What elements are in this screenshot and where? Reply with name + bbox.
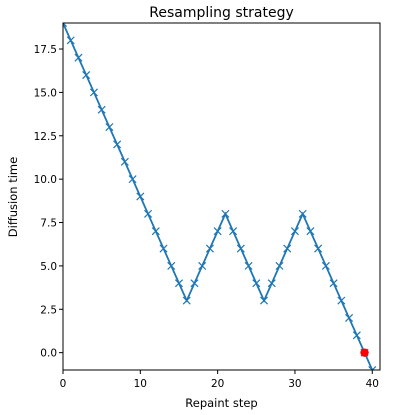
data-point-marker — [89, 88, 98, 97]
data-point-marker — [252, 279, 261, 288]
data-point-marker — [221, 209, 230, 218]
data-point-marker — [159, 244, 168, 253]
y-tick-label: 5.0 — [40, 261, 57, 273]
y-tick-label: 7.5 — [40, 218, 57, 230]
y-axis-label: Diffusion time — [6, 157, 20, 237]
data-point-marker — [144, 209, 153, 218]
data-point-marker — [66, 36, 75, 45]
data-point-marker — [136, 192, 145, 201]
data-point-marker — [236, 244, 245, 253]
data-point-marker — [298, 209, 307, 218]
data-point-marker — [105, 123, 114, 132]
data-point-marker — [128, 175, 137, 184]
data-point-marker — [97, 105, 106, 114]
x-tick-label: 40 — [366, 378, 379, 390]
data-point-marker — [82, 71, 91, 80]
data-point-marker — [182, 296, 191, 305]
data-point-marker — [314, 244, 323, 253]
data-point-marker — [275, 261, 284, 270]
x-tick-label: 30 — [288, 378, 301, 390]
x-axis-label: Repaint step — [185, 396, 257, 410]
data-point-marker — [120, 157, 129, 166]
data-point-marker — [337, 296, 346, 305]
x-tick-label: 10 — [134, 378, 147, 390]
data-point-marker — [190, 279, 199, 288]
data-point-marker — [74, 53, 83, 62]
series-line — [63, 23, 374, 370]
data-point-marker — [174, 279, 183, 288]
data-point-marker — [213, 227, 222, 236]
plot-frame — [62, 22, 381, 371]
data-point-marker — [283, 244, 292, 253]
highlight-point — [360, 348, 369, 357]
x-tick-label: 20 — [211, 378, 224, 390]
data-point-marker — [198, 261, 207, 270]
plot-area — [63, 23, 377, 370]
data-point-marker — [244, 261, 253, 270]
data-point-marker — [151, 227, 160, 236]
y-axis-ticks: 0.0 2.5 5.0 7.5 10.0 12.5 15.0 17.5 — [34, 44, 63, 360]
y-tick-label: 2.5 — [40, 304, 57, 316]
x-tick-label: 0 — [60, 378, 67, 390]
data-point-marker — [352, 331, 361, 340]
series-group — [63, 23, 377, 370]
data-point-marker — [368, 365, 377, 370]
y-tick-label: 17.5 — [34, 44, 57, 56]
data-point-marker — [267, 279, 276, 288]
y-tick-label: 0.0 — [40, 348, 57, 360]
y-tick-label: 15.0 — [34, 87, 57, 99]
data-point-marker — [229, 227, 238, 236]
data-point-marker — [113, 140, 122, 149]
data-point-marker — [260, 296, 269, 305]
data-point-marker — [290, 227, 299, 236]
data-point-marker — [63, 23, 68, 28]
data-point-marker — [329, 279, 338, 288]
data-point-marker — [205, 244, 214, 253]
x-axis-ticks: 0 10 20 30 40 — [60, 370, 379, 390]
chart-title: Resampling strategy — [149, 5, 294, 21]
y-tick-label: 10.0 — [34, 174, 57, 186]
y-tick-label: 12.5 — [34, 131, 57, 143]
data-point-marker — [321, 261, 330, 270]
data-point-marker — [306, 227, 315, 236]
data-point-marker — [167, 261, 176, 270]
data-point-marker — [345, 313, 354, 322]
